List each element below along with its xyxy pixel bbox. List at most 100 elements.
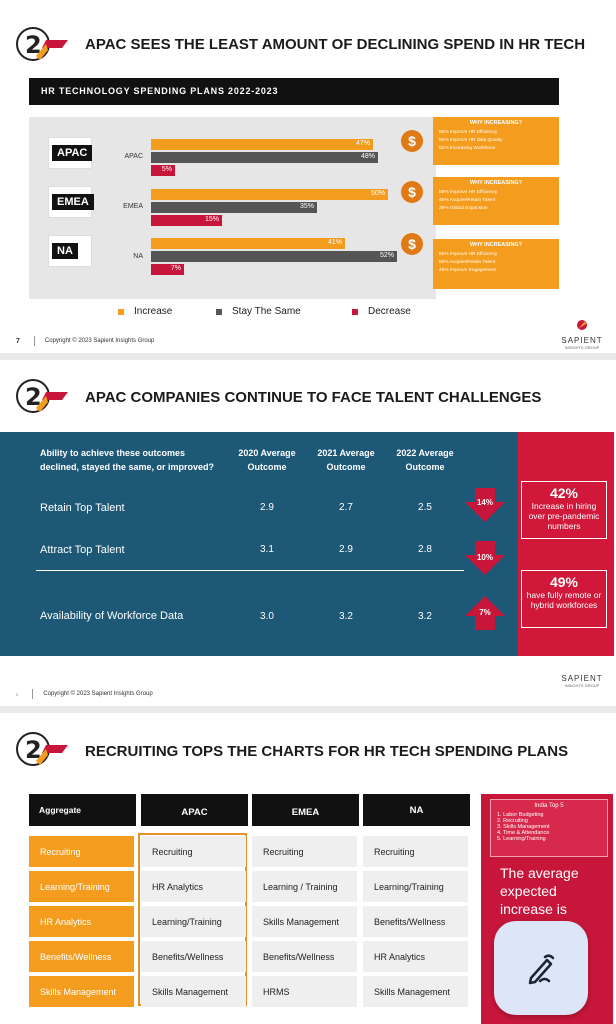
india-item: 4. Time & Attendance: [497, 830, 550, 836]
svg-text:2: 2: [25, 736, 42, 764]
legend-decrease: Decrease: [352, 306, 411, 317]
bar-value: 35%: [299, 203, 314, 210]
bar-decrease: 15%: [151, 215, 222, 226]
why-item: 56% Improve HR data Quality: [439, 138, 503, 143]
bar-group-label: APAC: [124, 153, 143, 160]
aggregate-cell: Recruiting: [29, 836, 134, 867]
cell-value: 3.1: [260, 544, 274, 555]
cell-value: 3.0: [260, 611, 274, 622]
emea-cell: Learning / Training: [252, 871, 357, 902]
sapient-logo-icon: [577, 320, 587, 330]
legend-label: Increase: [134, 306, 173, 317]
why-title: WHY INCREASING?: [469, 120, 523, 126]
bar-decrease: 5%: [151, 165, 175, 176]
bar-increase: 50%: [151, 189, 388, 200]
column-header-emea: EMEA: [252, 794, 359, 826]
na-cell: Recruiting: [363, 836, 468, 867]
bar-increase: 41%: [151, 238, 345, 249]
bar-group-label: NA: [133, 253, 143, 260]
money-bag-icon: $: [401, 181, 423, 203]
bar-increase: 47%: [151, 139, 373, 150]
stat-value: 42%: [549, 485, 579, 501]
emea-cell: Benefits/Wellness: [252, 941, 357, 972]
arrow-down-icon: 10%: [465, 541, 505, 575]
apac-cell: HR Analytics: [141, 871, 246, 902]
page-number: 7: [16, 337, 20, 345]
emea-cell: Recruiting: [252, 836, 357, 867]
region-box-apac: APAC: [48, 137, 93, 169]
svg-text:2: 2: [25, 31, 42, 59]
cell-value: 3.2: [418, 611, 432, 622]
cell-value: 2.9: [260, 502, 274, 513]
aggregate-cell: Learning/Training: [29, 871, 134, 902]
footer: 7 Copyright © 2023 Sapient Insights Grou…: [16, 336, 154, 346]
aggregate-cell: Skills Management: [29, 976, 134, 1007]
sapient-name: SAPIENT: [561, 336, 603, 345]
bar-value: 50%: [370, 190, 385, 197]
logo-icon: 2: [16, 732, 68, 766]
outcomes-panel: [0, 432, 518, 656]
row-label: Availability of Workforce Data: [40, 610, 184, 622]
region-tag: NA: [52, 243, 78, 259]
region-tag: EMEA: [52, 194, 94, 210]
section-header: HR TECHNOLOGY SPENDING PLANS 2022-2023: [29, 78, 559, 105]
change-value: 14%: [476, 498, 493, 507]
cell-value: 2.9: [339, 544, 353, 555]
legend-increase: Increase: [118, 306, 172, 317]
apac-cell: Skills Management: [141, 976, 246, 1007]
row-label: Attract Top Talent: [40, 544, 125, 556]
sapient-sub: INSIGHTS GROUP: [564, 683, 600, 688]
why-item: 50% Acquire/Retain Talent: [439, 260, 496, 265]
stat-text: Increase in hiring over pre-pandemic num…: [528, 501, 600, 531]
why-title: WHY INCREASING?: [469, 242, 523, 248]
sapient-logo: SAPIENT INSIGHTS GROUP: [560, 674, 604, 688]
stats-panel: [518, 432, 614, 656]
why-item: 88% Improve HR Efficiency: [439, 130, 498, 135]
emea-cell: Skills Management: [252, 906, 357, 937]
bar-same: 52%: [151, 251, 397, 262]
money-bag-icon: $: [401, 233, 423, 255]
bar-same: 35%: [151, 202, 317, 213]
why-title: WHY INCREASING?: [469, 180, 523, 186]
slide-title: APAC SEES THE LEAST AMOUNT OF DECLINING …: [85, 36, 586, 53]
money-bag-icon: $: [401, 130, 423, 152]
svg-text:2: 2: [25, 383, 42, 411]
bar-value: 15%: [204, 216, 219, 223]
legend-label: Decrease: [368, 306, 411, 317]
cell-value: 2.7: [339, 502, 353, 513]
na-cell: Benefits/Wellness: [363, 906, 468, 937]
why-item: 39% Global Expansion: [439, 206, 488, 211]
bar-value: 48%: [360, 153, 375, 160]
logo-icon: 2: [16, 379, 68, 413]
legend-same: Stay The Same: [216, 306, 301, 317]
footer: 8 Copyright © 2023 Sapient Insights Grou…: [16, 689, 153, 699]
column-header-aggregate: Aggregate: [29, 794, 136, 826]
legend-label: Stay The Same: [232, 306, 301, 317]
why-increasing-box: WHY INCREASING? 58% Improve HR Efficienc…: [433, 177, 559, 225]
page-number: 8: [16, 691, 19, 697]
edit-fab-button[interactable]: [494, 921, 588, 1015]
bar-value: 5%: [161, 166, 172, 173]
apac-cell: Learning/Training: [141, 906, 246, 937]
na-cell: Skills Management: [363, 976, 468, 1007]
cell-value: 2.8: [418, 544, 432, 555]
question-header: Ability to achieve these outcomes declin…: [40, 448, 215, 472]
why-increasing-box: WHY INCREASING? 65% Improve HR Efficienc…: [433, 239, 559, 289]
why-item: 45% Acquire/Retain Talent: [439, 198, 496, 203]
cell-value: 2.5: [418, 502, 432, 513]
sapient-sub: INSIGHTS GROUP: [564, 345, 600, 350]
logo-icon: 2: [16, 27, 68, 61]
column-header-na: NA: [363, 794, 470, 826]
bar-value: 47%: [355, 140, 370, 147]
emea-cell: HRMS: [252, 976, 357, 1007]
why-increasing-box: WHY INCREASING? 88% Improve HR Efficienc…: [433, 117, 559, 165]
column-header: 2020 Average Outcome: [238, 448, 296, 472]
sapient-name: SAPIENT: [561, 674, 603, 683]
why-item: 52% Increasing Workforce: [439, 146, 496, 151]
india-item: 5. Learning/Training: [497, 836, 546, 842]
apac-cell: Recruiting: [141, 836, 246, 867]
row-divider: [36, 570, 464, 571]
bar-decrease: 7%: [151, 264, 184, 275]
region-box-emea: EMEA: [48, 186, 94, 218]
column-header: 2022 Average Outcome: [396, 448, 454, 472]
